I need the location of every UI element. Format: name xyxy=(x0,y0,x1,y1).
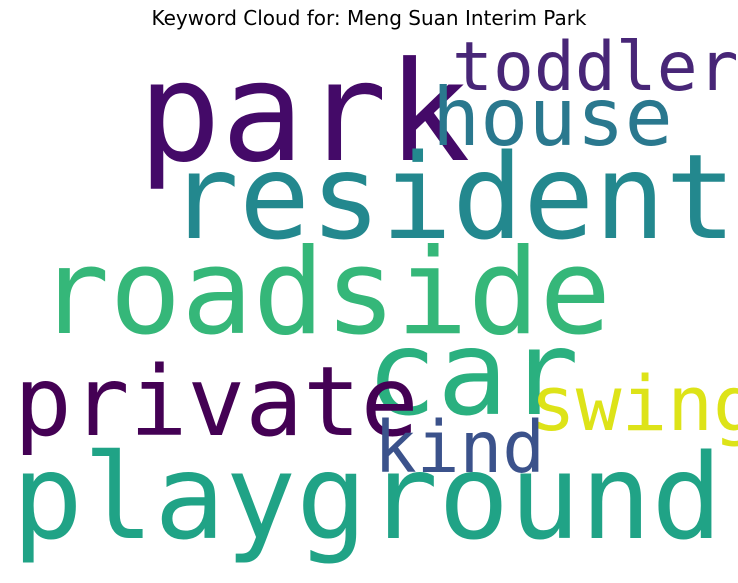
word-swing: swing xyxy=(530,359,738,448)
word-resident: resident xyxy=(168,128,737,266)
word-house: house xyxy=(432,71,673,164)
word-toddler: toddler xyxy=(452,28,738,107)
chart-title: Keyword Cloud for: Meng Suan Interim Par… xyxy=(151,6,587,30)
word-kind: kind xyxy=(374,406,545,489)
word-roadside: roadside xyxy=(38,224,612,362)
word-cloud: park toddler house resident roadside car… xyxy=(10,32,738,576)
word-playground: playground xyxy=(12,428,723,566)
word-park: park xyxy=(138,32,471,193)
word-car: car xyxy=(366,304,580,442)
word-private: private xyxy=(14,346,419,458)
